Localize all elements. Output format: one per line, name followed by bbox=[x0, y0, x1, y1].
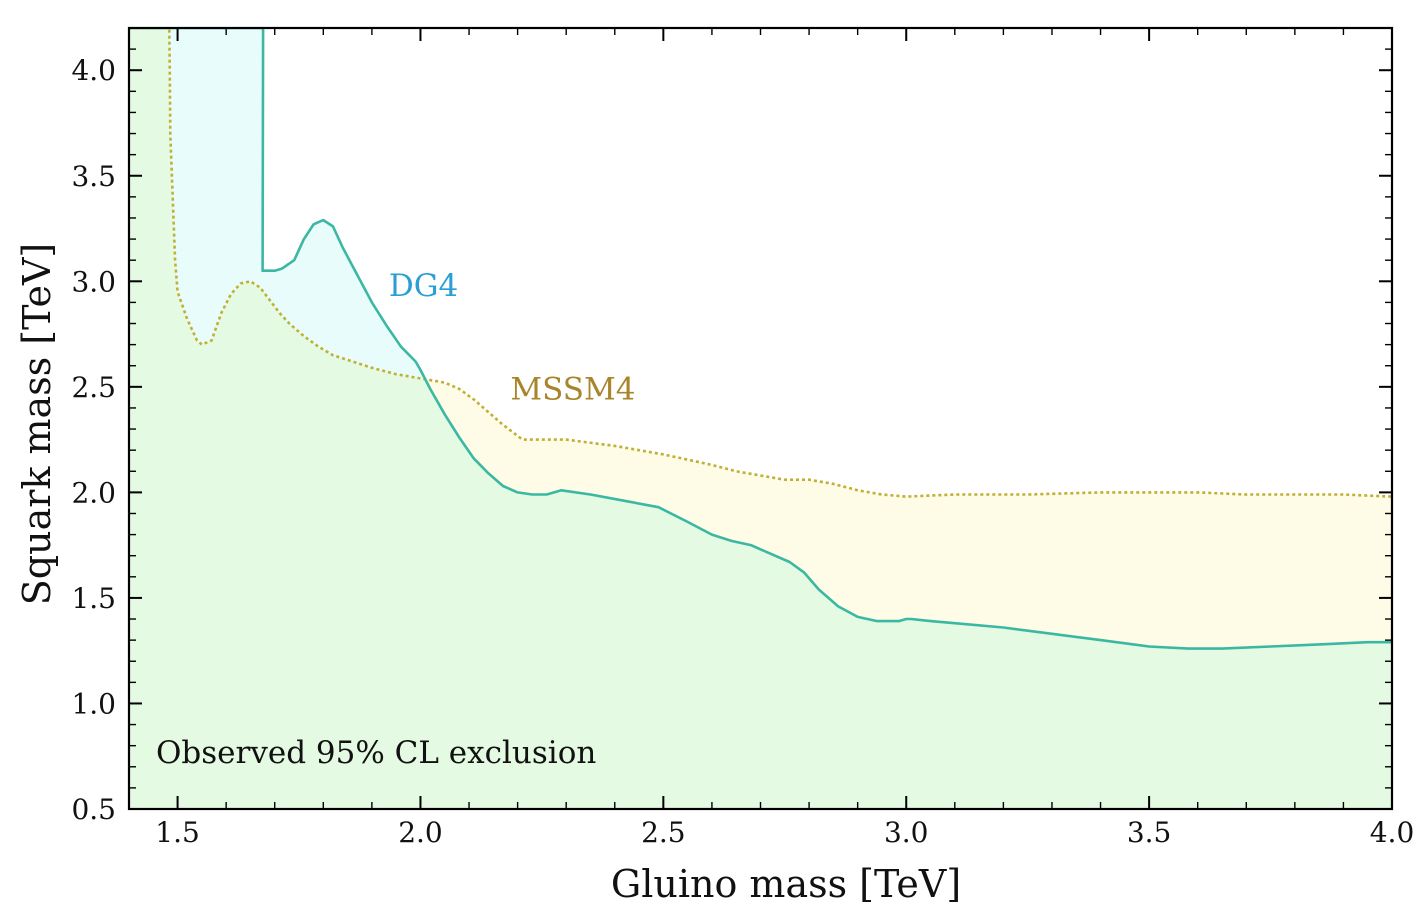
x-axis-label: Gluino mass [TeV] bbox=[611, 862, 961, 906]
dg4-series-label: DG4 bbox=[389, 268, 458, 304]
mssm4-contour-line bbox=[129, 28, 1392, 498]
plot-area bbox=[129, 28, 1392, 809]
y-tick-label: 2.5 bbox=[71, 371, 116, 404]
x-tick-label: 3.5 bbox=[1127, 816, 1172, 849]
x-tick-label: 2.0 bbox=[398, 816, 443, 849]
y-tick-label: 0.5 bbox=[71, 793, 116, 826]
y-tick-label: 2.0 bbox=[71, 476, 116, 509]
x-tick-label: 3.0 bbox=[884, 816, 929, 849]
y-tick-label: 1.0 bbox=[71, 687, 116, 720]
y-axis-label: Squark mass [TeV] bbox=[15, 243, 59, 606]
x-tick-label: 2.5 bbox=[641, 816, 686, 849]
plot-frame bbox=[127, 26, 1394, 811]
x-tick-label: 4.0 bbox=[1370, 816, 1415, 849]
dg4-contour-line bbox=[129, 28, 1392, 650]
exclusion-annotation: Observed 95% CL exclusion bbox=[156, 735, 596, 771]
x-tick-label: 1.5 bbox=[155, 816, 200, 849]
y-tick-label: 3.0 bbox=[71, 265, 116, 298]
mssm4-series-label: MSSM4 bbox=[510, 372, 635, 408]
y-tick-label: 4.0 bbox=[71, 54, 116, 87]
tick-labels: 1.5 2.0 2.5 3.0 3.5 4.0 0.5 1.0 1.5 2.0 2.5 3.0 3.5 4… bbox=[71, 54, 1414, 849]
y-tick-label: 1.5 bbox=[71, 582, 116, 615]
y-tick-label: 3.5 bbox=[71, 160, 116, 193]
